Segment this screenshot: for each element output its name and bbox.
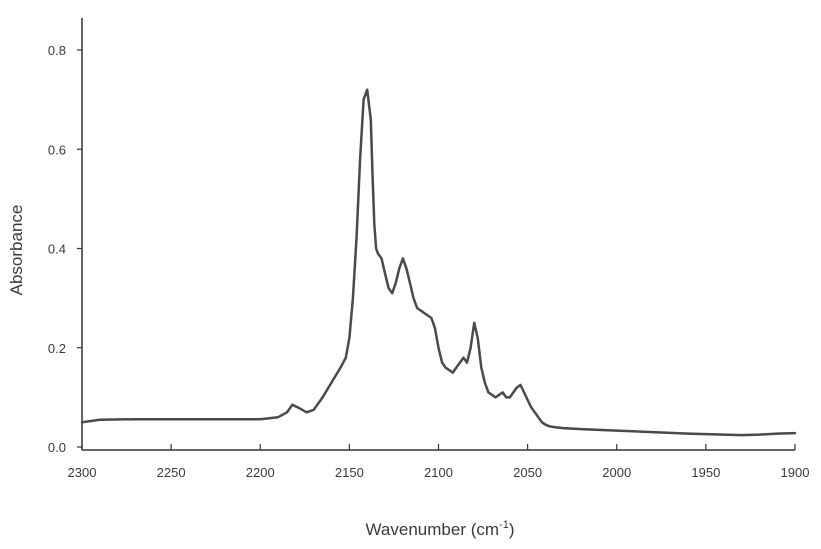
x-tick-label: 2150 [335, 465, 364, 480]
x-tick-label: 2050 [513, 465, 542, 480]
x-tick-label: 2250 [157, 465, 186, 480]
series-line [80, 88, 797, 437]
y-tick-label: 0.6 [48, 142, 66, 157]
x-ticks: 2300 2250 2200 2150 2100 2050 2000 1950 1900 [68, 444, 810, 480]
x-tick-label: 1950 [691, 465, 720, 480]
x-tick-label: 2000 [602, 465, 631, 480]
axes [81, 18, 795, 451]
y-tick-label: 0.4 [48, 242, 66, 257]
x-tick-label: 2300 [68, 465, 97, 480]
y-ticks: 0.0 0.2 0.4 0.6 0.8 [48, 43, 82, 455]
x-tick-label: 2100 [424, 465, 453, 480]
y-tick-label: 0.0 [48, 440, 66, 455]
x-tick-label: 2200 [246, 465, 275, 480]
x-axis-label-superscript: -1 [499, 519, 509, 531]
x-axis-label-main: Wavenumber (cm [366, 520, 500, 539]
y-axis-label: Absorbance [7, 205, 26, 296]
x-axis-label-end: ) [509, 520, 515, 539]
x-axis-label: Wavenumber (cm-1) [366, 519, 515, 539]
x-tick-label: 1900 [781, 465, 810, 480]
y-tick-label: 0.2 [48, 341, 66, 356]
y-tick-label: 0.8 [48, 43, 66, 58]
